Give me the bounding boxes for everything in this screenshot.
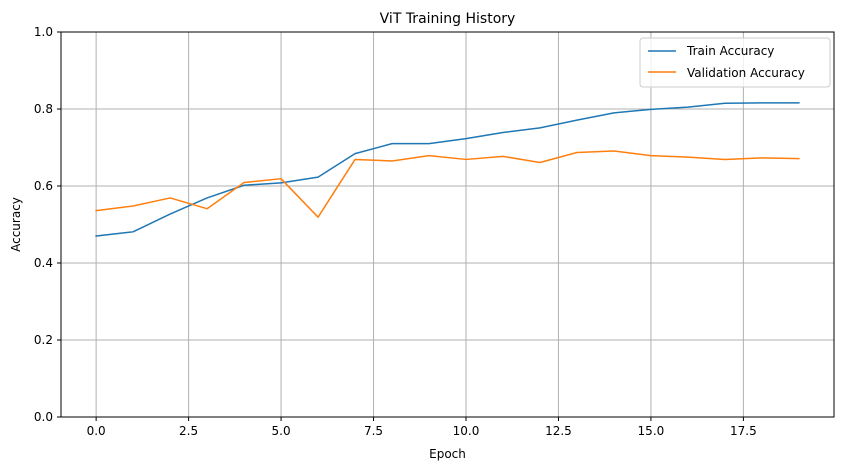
y-tick-label: 0.2: [34, 333, 53, 347]
x-tick-label: 2.5: [179, 424, 198, 438]
x-tick-label: 12.5: [545, 424, 572, 438]
y-tick-label: 0.6: [34, 179, 53, 193]
y-tick-label: 0.8: [34, 102, 53, 116]
x-tick-label: 5.0: [272, 424, 291, 438]
chart-title: ViT Training History: [380, 11, 516, 27]
x-axis-title: Epoch: [429, 447, 466, 461]
y-tick-label: 0.0: [34, 410, 53, 424]
ticks: 0.0 2.5 5.0 7.5 10.0 12.5 15.0 17.5 0.0 0.2 0.4 0.6…: [34, 25, 757, 438]
legend-label-validation: Validation Accuracy: [687, 66, 805, 80]
plot-frame: [60, 31, 835, 418]
train-accuracy-line: [95, 102, 800, 237]
y-tick-label: 1.0: [34, 25, 53, 39]
legend: Train Accuracy Validation Accuracy: [639, 37, 831, 88]
x-tick-label: 0.0: [87, 424, 106, 438]
y-axis-title: Accuracy: [9, 197, 23, 252]
x-tick-label: 17.5: [730, 424, 757, 438]
x-tick-label: 7.5: [364, 424, 383, 438]
legend-label-train: Train Accuracy: [686, 44, 774, 58]
y-tick-label: 0.4: [34, 256, 53, 270]
x-tick-label: 15.0: [638, 424, 665, 438]
series-lines: [95, 102, 800, 237]
legend-box: [639, 37, 831, 88]
validation-accuracy-line: [95, 150, 800, 218]
x-tick-label: 10.0: [453, 424, 480, 438]
